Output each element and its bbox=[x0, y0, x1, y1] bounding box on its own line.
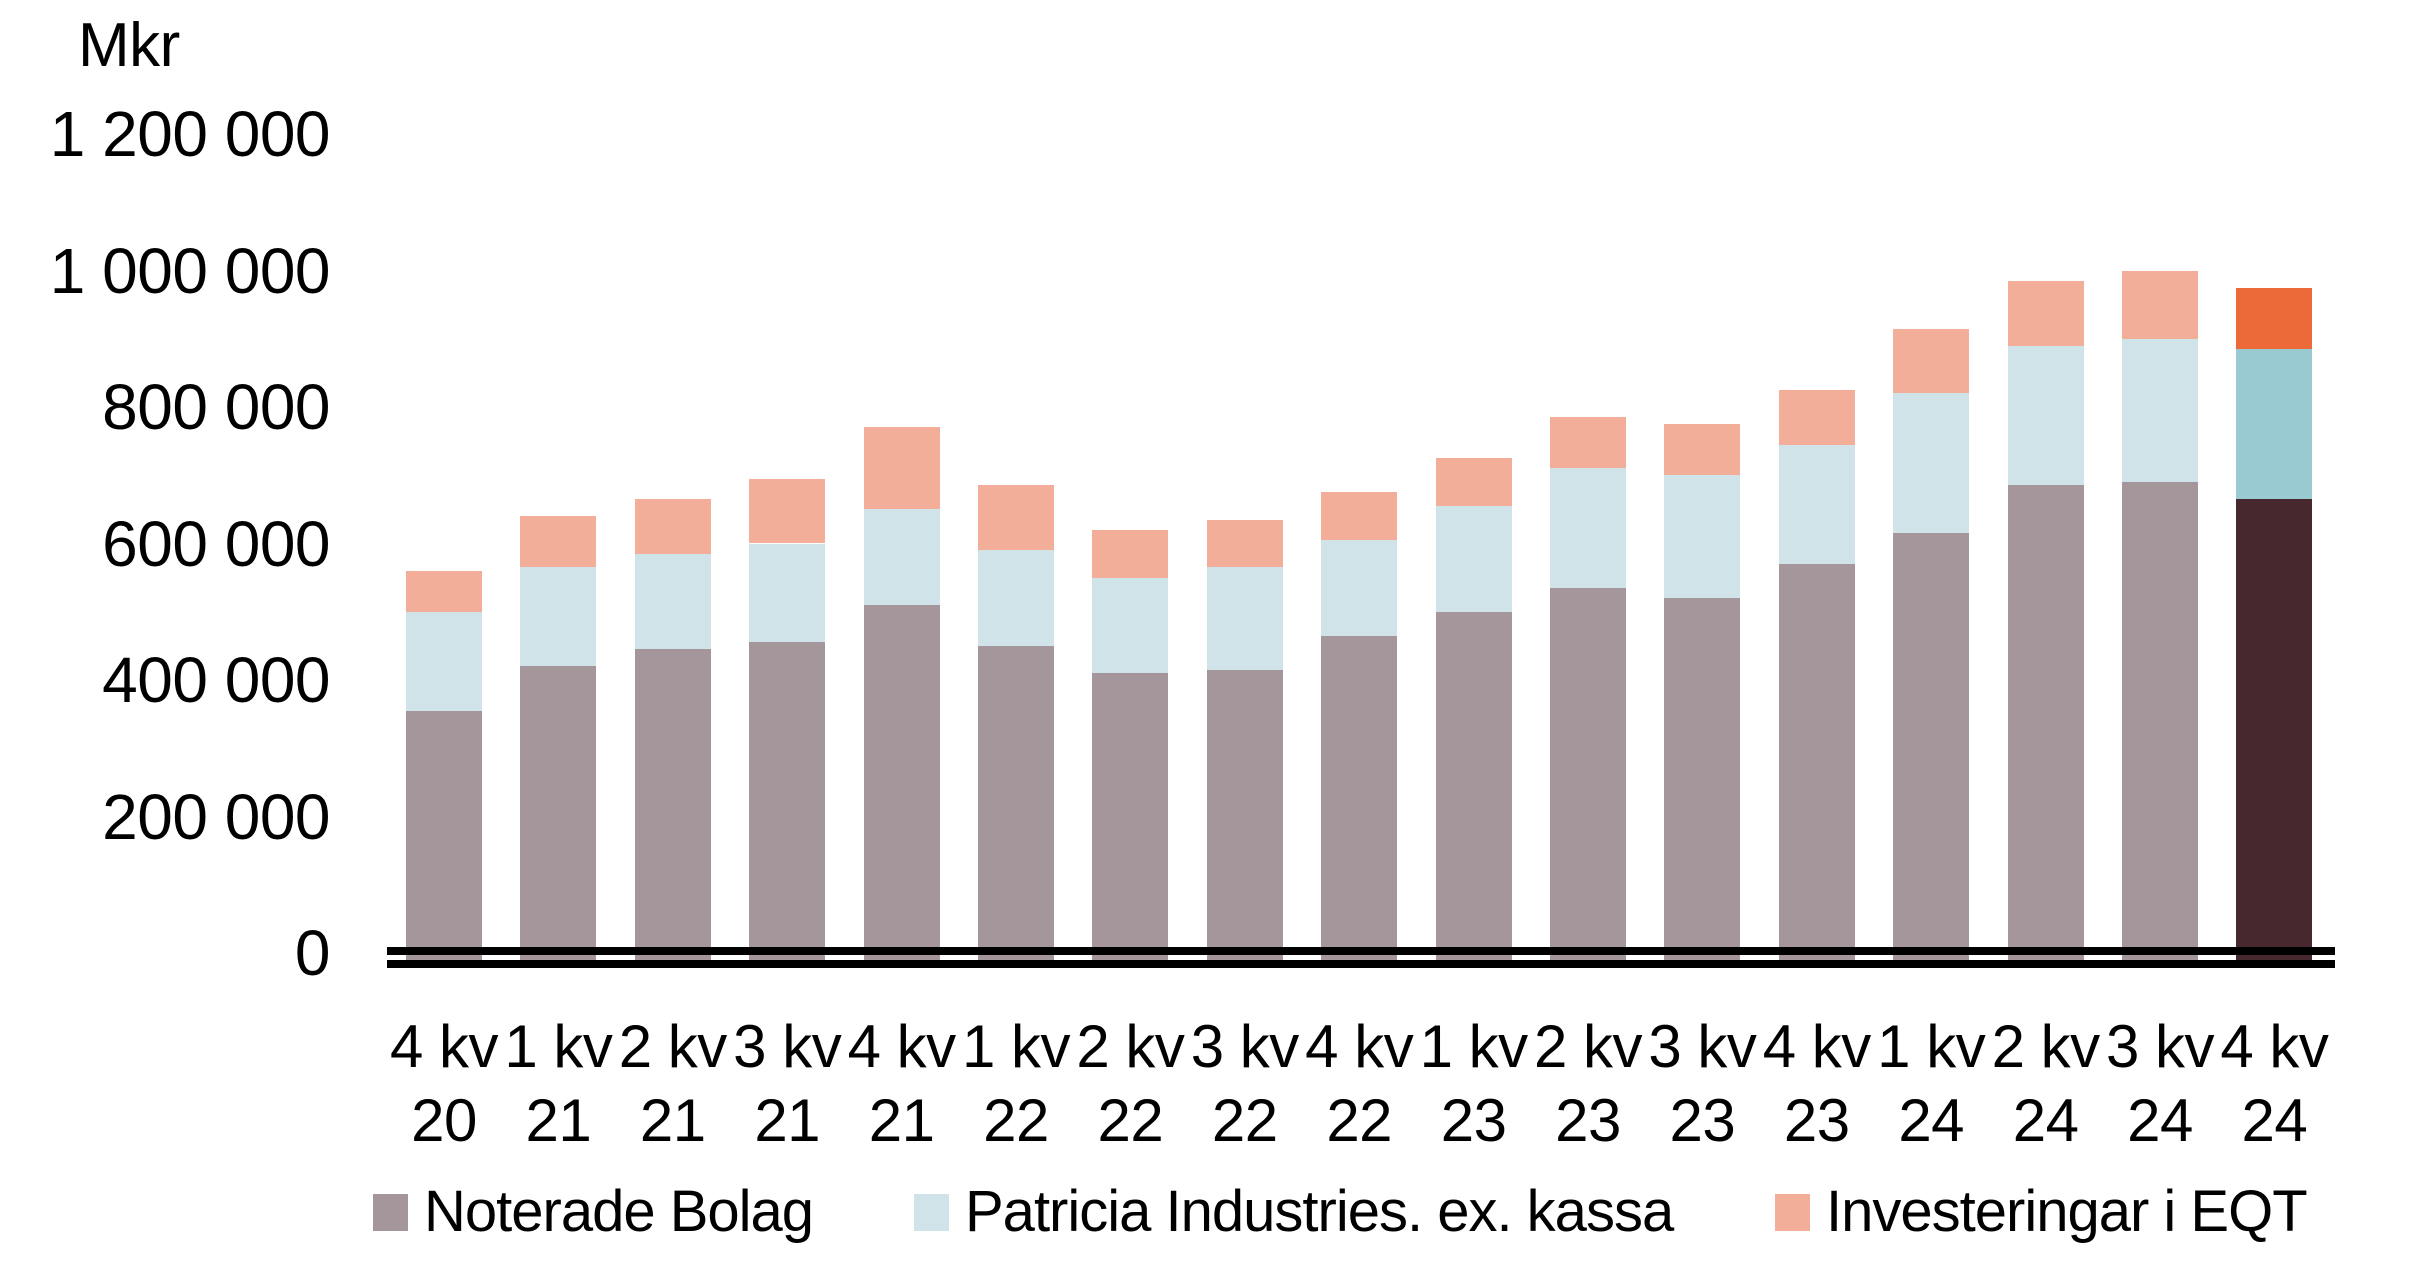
x-axis-label: 2 kv 21 bbox=[618, 1013, 728, 1154]
bar-segment-patricia bbox=[1206, 567, 1283, 670]
legend-label: Noterade Bolag bbox=[424, 1179, 814, 1244]
y-tick-label: 1 200 000 bbox=[49, 98, 331, 170]
bar-segment-eqt bbox=[2122, 270, 2198, 339]
bar-segment-noterade bbox=[634, 649, 711, 962]
x-axis-label: 4 kv 20 bbox=[389, 1013, 499, 1154]
x-axis-label: 1 kv 22 bbox=[961, 1013, 1071, 1154]
bar-segment-patricia bbox=[1321, 540, 1398, 636]
x-axis-label: 4 kv 22 bbox=[1305, 1013, 1414, 1154]
bar-segment-patricia bbox=[2007, 345, 2084, 486]
bar-segment-noterade bbox=[863, 604, 940, 962]
x-axis-baseline-upper bbox=[387, 947, 2335, 955]
bar-segment-eqt bbox=[1893, 328, 1970, 394]
bar-segment-noterade bbox=[2122, 482, 2198, 962]
y-tick-label: 400 000 bbox=[102, 644, 330, 716]
bar-segment-eqt bbox=[1550, 417, 1626, 469]
bar-segment-patricia bbox=[2236, 348, 2313, 500]
legend-item-patricia: Patricia Industries. ex. kassa bbox=[914, 1179, 1674, 1244]
bar-segment-patricia bbox=[749, 543, 826, 643]
bar-segment-noterade bbox=[2007, 485, 2084, 962]
bar-segment-eqt bbox=[406, 570, 482, 612]
bar-segment-patricia bbox=[2122, 338, 2198, 483]
bar-segment-eqt bbox=[634, 499, 711, 554]
bar-segment-eqt bbox=[978, 485, 1054, 551]
bar-segment-eqt bbox=[1435, 458, 1512, 506]
bar-segment-patricia bbox=[1092, 577, 1169, 674]
bar-segment-eqt bbox=[1321, 492, 1398, 541]
bar-segment-eqt bbox=[1092, 529, 1169, 578]
bar-segment-patricia bbox=[520, 567, 597, 667]
bar-segment-eqt bbox=[1664, 424, 1741, 476]
x-axis-label: 1 kv 23 bbox=[1419, 1013, 1529, 1154]
bar-segment-noterade bbox=[1321, 635, 1398, 962]
legend-swatch-icon bbox=[1775, 1193, 1810, 1231]
x-axis-label: 2 kv 23 bbox=[1533, 1013, 1643, 1154]
bar-segment-noterade bbox=[520, 666, 597, 962]
x-axis-label: 1 kv 24 bbox=[1877, 1013, 1986, 1154]
legend-label: Investeringar i EQT bbox=[1826, 1179, 2308, 1244]
bar-segment-patricia bbox=[1550, 468, 1626, 588]
x-axis-label: 1 kv 21 bbox=[504, 1013, 613, 1154]
y-tick-label: 0 bbox=[294, 917, 331, 989]
y-tick-label: 1 000 000 bbox=[49, 234, 331, 307]
x-axis-label: 3 kv 21 bbox=[733, 1013, 842, 1154]
bar-segment-patricia bbox=[634, 553, 711, 650]
bar-segment-eqt bbox=[520, 516, 597, 568]
bar-segment-noterade bbox=[1664, 598, 1741, 962]
legend-item-noterade: Noterade Bolag bbox=[373, 1179, 814, 1244]
y-tick-label: 600 000 bbox=[102, 507, 330, 580]
y-tick-label: 200 000 bbox=[102, 780, 330, 853]
bar-segment-noterade bbox=[749, 642, 826, 962]
bar-segment-eqt bbox=[2007, 280, 2084, 346]
legend-item-eqt: Investeringar i EQT bbox=[1775, 1179, 2308, 1244]
legend-label: Patricia Industries. ex. kassa bbox=[965, 1179, 1674, 1244]
bar-segment-patricia bbox=[1778, 444, 1855, 564]
bar-segment-patricia bbox=[978, 550, 1054, 646]
bar-segment-patricia bbox=[406, 611, 482, 711]
bar-segment-noterade bbox=[2236, 499, 2313, 962]
x-axis-baseline-lower bbox=[387, 960, 2335, 968]
bar-segment-noterade bbox=[1893, 533, 1970, 962]
x-axis-label: 4 kv 24 bbox=[2220, 1013, 2329, 1154]
bar-segment-patricia bbox=[1435, 505, 1512, 612]
x-axis-label: 2 kv 24 bbox=[1991, 1013, 2101, 1154]
bar-segment-noterade bbox=[1778, 563, 1855, 962]
x-axis-label: 3 kv 23 bbox=[1648, 1013, 1757, 1154]
x-axis-label: 3 kv 24 bbox=[2105, 1013, 2215, 1154]
x-axis-label: 2 kv 22 bbox=[1076, 1013, 1185, 1154]
x-axis-label: 4 kv 21 bbox=[847, 1013, 957, 1154]
bar-segment-noterade bbox=[1550, 587, 1626, 962]
bar-segment-noterade bbox=[978, 645, 1054, 962]
bar-segment-noterade bbox=[1206, 669, 1283, 962]
x-axis-label: 4 kv 23 bbox=[1762, 1013, 1872, 1154]
bar-segment-eqt bbox=[1206, 519, 1283, 568]
legend-swatch-icon bbox=[914, 1193, 949, 1231]
y-tick-label: 800 000 bbox=[102, 371, 330, 443]
bar-segment-noterade bbox=[406, 710, 482, 962]
y-axis-unit-label: Mkr bbox=[78, 11, 180, 80]
bar-segment-noterade bbox=[1092, 673, 1169, 962]
bar-segment-eqt bbox=[749, 478, 826, 544]
bar-segment-eqt bbox=[2236, 287, 2313, 349]
bar-segment-patricia bbox=[1893, 393, 1970, 534]
bar-segment-noterade bbox=[1435, 611, 1512, 962]
bar-segment-patricia bbox=[1664, 475, 1741, 599]
legend-swatch-icon bbox=[373, 1193, 408, 1231]
bar-segment-patricia bbox=[863, 509, 940, 605]
bar-segment-eqt bbox=[863, 427, 940, 510]
x-axis-label: 3 kv 22 bbox=[1190, 1013, 1300, 1154]
bar-segment-eqt bbox=[1778, 389, 1855, 445]
